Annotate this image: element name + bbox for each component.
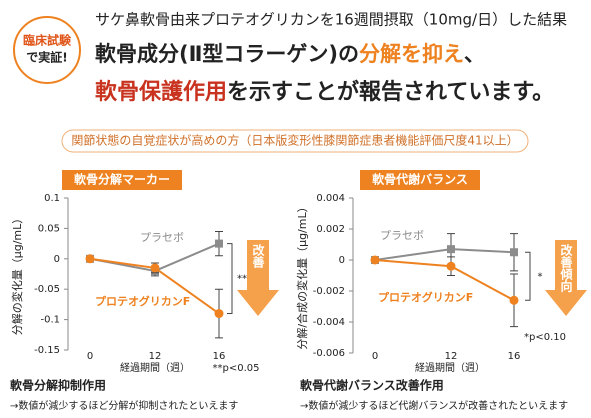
series-label: プロテオグリカンF xyxy=(95,294,190,308)
headline: サケ鼻軟骨由来プロテオグリカンを16週間摂取（10mg/日）した結果 xyxy=(95,11,567,29)
headline-part: 軟骨保護作用 xyxy=(95,79,227,105)
series-line xyxy=(374,248,515,261)
y-tick-label: -0.002 xyxy=(313,286,345,297)
x-axis-label: 経過期間（週） xyxy=(120,361,190,374)
x-tick-label: 16 xyxy=(213,351,226,362)
improve-arrow xyxy=(237,240,279,316)
subtitle-box xyxy=(61,129,529,153)
significance-bracket xyxy=(227,243,233,315)
y-tick-label: 0.05 xyxy=(38,223,60,234)
headline-part: 軟骨成分(Ⅱ型コラーゲン)の xyxy=(95,42,359,66)
y-tick-label: 0 xyxy=(54,254,60,265)
footer-text: →数値が減少するほど代謝バランスが改善されたといえます xyxy=(300,399,568,412)
footer-title: 軟骨分解抑制作用 xyxy=(10,378,106,393)
y-axis-label: 分解/合成の変化量（μg/mL） xyxy=(295,201,309,349)
y-tick-label: -0.006 xyxy=(313,348,345,359)
point xyxy=(447,245,455,254)
improve-label: 改善傾向 xyxy=(559,243,573,293)
x-tick-label: 12 xyxy=(445,351,458,362)
point xyxy=(215,239,223,248)
point xyxy=(370,255,380,265)
x-axis-label: 経過期間（週） xyxy=(415,361,485,374)
headline-part: を示すことが報告されています。 xyxy=(227,79,554,105)
y-tick-label: 0 xyxy=(339,255,345,266)
significance-mark: ** xyxy=(237,274,247,285)
footer-title: 軟骨代謝バランス改善作用 xyxy=(300,378,444,393)
headline-part: 、 xyxy=(464,42,485,66)
significance-mark: * xyxy=(538,271,543,282)
y-tick-label: -0.05 xyxy=(34,284,60,295)
badge xyxy=(13,16,81,84)
point xyxy=(446,261,456,271)
badge-text: で実証! xyxy=(26,50,67,65)
headline: 軟骨保護作用を示すことが報告されています。 xyxy=(95,79,554,105)
headline: 軟骨成分(Ⅱ型コラーゲン)の分解を抑え、 xyxy=(95,42,485,66)
point xyxy=(509,295,519,305)
x-tick-label: 12 xyxy=(149,351,162,362)
subtitle: 関節状態の自覚症状が高めの方（日本版変形性膝関節症患者機能評価尺度41以上） xyxy=(71,133,518,148)
series-label: プラセボ xyxy=(380,229,424,242)
badge-text: 臨床試験 xyxy=(23,33,72,48)
y-tick-label: -0.1 xyxy=(40,315,60,326)
chart-title: 軟骨分解マーカー xyxy=(74,172,170,187)
series-label: プラセボ xyxy=(140,231,184,244)
chart-title-box xyxy=(360,170,480,190)
chart-title: 軟骨代謝バランス xyxy=(372,172,468,187)
series-label: プロテオグリカンF xyxy=(378,290,473,304)
p-value: *p<0.10 xyxy=(524,332,566,343)
headline-part: 分解を抑え xyxy=(359,42,464,66)
improve-label: 改善 xyxy=(251,243,265,269)
point xyxy=(510,248,518,257)
improve-arrow xyxy=(545,240,587,316)
x-tick-label: 16 xyxy=(508,351,521,362)
y-tick-label: 0.1 xyxy=(44,193,60,204)
y-axis-label: 分解の変化量（μg/mL） xyxy=(10,213,24,336)
x-tick-label: 0 xyxy=(372,351,378,362)
footer-text: →数値が減少するほど分解が抑制されたといえます xyxy=(10,399,238,412)
p-value: **p<0.05 xyxy=(213,363,260,374)
point xyxy=(150,263,160,273)
significance-bracket xyxy=(525,251,531,301)
y-tick-label: -0.15 xyxy=(34,345,60,356)
y-tick-label: 0.004 xyxy=(316,193,345,204)
y-tick-label: 0.002 xyxy=(316,224,345,235)
chart-title-box xyxy=(62,170,182,190)
point xyxy=(214,309,224,319)
x-tick-label: 0 xyxy=(87,351,93,362)
point xyxy=(85,254,95,264)
y-tick-label: -0.004 xyxy=(313,317,345,328)
